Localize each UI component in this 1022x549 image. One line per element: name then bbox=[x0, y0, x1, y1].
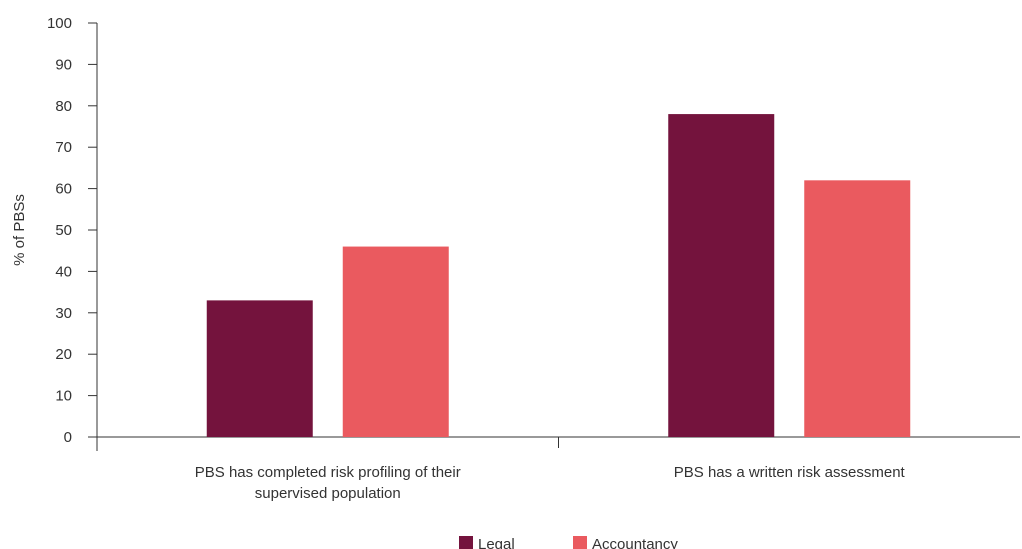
bar-legal-2 bbox=[668, 114, 775, 437]
y-tick-label: 60 bbox=[55, 181, 72, 198]
x-category-label: PBS has completed risk profiling of thei… bbox=[195, 464, 461, 502]
x-axis bbox=[97, 436, 1020, 448]
legend-label-accountancy: Accountancy bbox=[592, 536, 678, 549]
y-tick-label: 50 bbox=[55, 222, 72, 239]
y-tick-label: 80 bbox=[55, 98, 72, 115]
x-category-label-line: PBS has a written risk assessment bbox=[674, 464, 906, 481]
y-tick-label: 20 bbox=[55, 346, 72, 363]
legend: Legal Accountancy bbox=[459, 536, 678, 549]
category-labels: PBS has completed risk profiling of thei… bbox=[195, 464, 906, 502]
y-tick-label: 100 bbox=[47, 15, 72, 32]
y-axis: 0 10 20 30 40 50 60 70 80 90 100 bbox=[47, 15, 98, 451]
y-tick-label: 90 bbox=[55, 56, 72, 73]
legend-swatch-legal bbox=[459, 536, 473, 549]
bar-legal-1 bbox=[206, 300, 313, 437]
bar-accountancy-2 bbox=[804, 180, 911, 437]
bar-accountancy-1 bbox=[342, 246, 449, 437]
legend-label-legal: Legal bbox=[478, 536, 515, 549]
y-tick-label: 0 bbox=[64, 429, 72, 446]
x-category-label: PBS has a written risk assessment bbox=[674, 464, 906, 481]
y-tick-label: 70 bbox=[55, 139, 72, 156]
x-category-label-line: supervised population bbox=[255, 485, 401, 502]
y-tick-label: 10 bbox=[55, 388, 72, 405]
bars bbox=[206, 114, 911, 437]
y-tick-label: 30 bbox=[55, 305, 72, 322]
legend-swatch-accountancy bbox=[573, 536, 587, 549]
y-axis-title: % of PBSs bbox=[11, 194, 28, 266]
y-tick-label: 40 bbox=[55, 263, 72, 280]
x-category-label-line: PBS has completed risk profiling of thei… bbox=[195, 464, 461, 481]
